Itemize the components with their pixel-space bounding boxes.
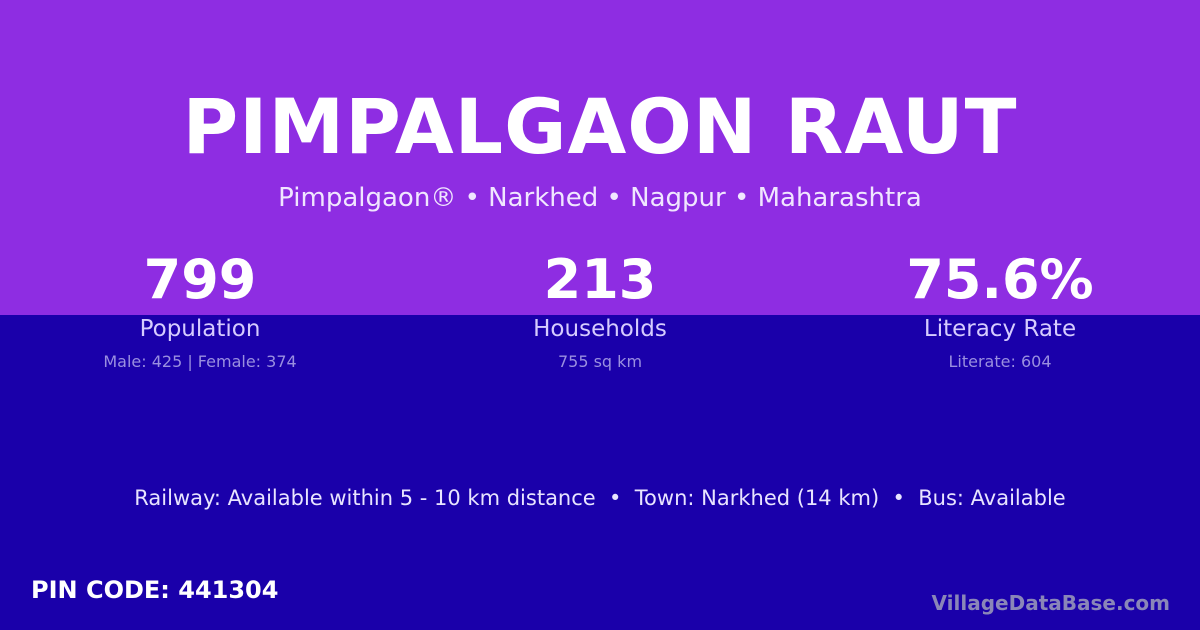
connectivity-info: Railway: Available within 5 - 10 km dist… — [134, 486, 1066, 510]
stat-detail: 755 sq km — [557, 352, 643, 371]
stat-label: Literacy Rate — [923, 316, 1077, 342]
stat-value: 799 — [143, 248, 257, 311]
pin-code: PIN CODE: 441304 — [31, 576, 279, 604]
stat-literacy: 75.6% Literacy Rate Literate: 604 — [800, 248, 1200, 372]
stat-households: 213 Households 755 sq km — [400, 248, 800, 372]
brand-logo: VillageDataBase.com — [931, 591, 1170, 615]
stat-detail: Male: 425 | Female: 374 — [103, 352, 297, 371]
stat-value: 75.6% — [906, 248, 1094, 311]
stat-label: Households — [533, 316, 667, 342]
village-title: PIMPALGAON RAUT — [182, 82, 1018, 171]
stat-population: 799 Population Male: 425 | Female: 374 — [0, 248, 400, 372]
stat-value: 213 — [543, 248, 657, 311]
stat-detail: Literate: 604 — [948, 352, 1052, 371]
header-band — [0, 0, 1200, 315]
location-subtitle: Pimpalgaon® • Narkhed • Nagpur • Maharas… — [278, 183, 922, 213]
stat-label: Population — [139, 316, 261, 342]
